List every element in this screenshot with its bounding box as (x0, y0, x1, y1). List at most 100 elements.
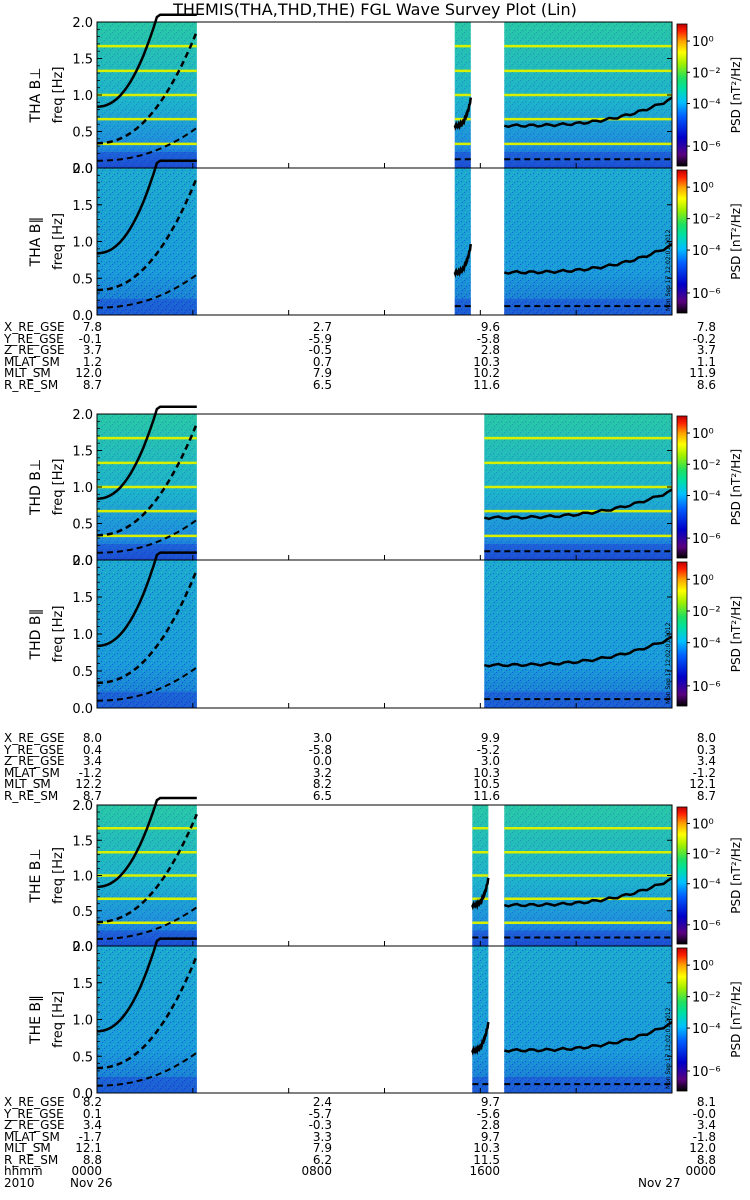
ephem-value: 1.1 (696, 354, 716, 369)
fco-curve (97, 126, 198, 162)
fce-curve (96, 551, 197, 648)
colorbar-label: PSD [nT²/Hz] (729, 981, 743, 1057)
colorbar-tick-label: 10⁻⁴ (692, 98, 721, 113)
ephem-value: 3.4 (82, 754, 102, 768)
ephem-value: 8.7 (696, 788, 716, 803)
fce-curve (471, 1021, 490, 1056)
ephem-value: -1.2 (692, 765, 716, 780)
ephem-label: MLT_SM (4, 1141, 51, 1155)
y-tick-label: 0.0 (72, 309, 93, 324)
y-tick-label: 0.0 (72, 554, 93, 569)
y-tick-label: 2.0 (72, 408, 93, 423)
ephem-value: 12.0 (75, 366, 102, 380)
ephem-label: MLAT_SM (4, 354, 60, 369)
ephem-value: 0000 (71, 1164, 102, 1178)
ephem-value: 11.5 (473, 1152, 500, 1167)
y-tick-label: 1.5 (72, 977, 93, 992)
panel-the-bpar: 0.0 0.5 1.0 1.5 2.0 THE B∥ freq [Hz] 10⁰ 10⁻² 10⁻… (28, 937, 743, 1102)
ephem-value: 10.3 (473, 354, 500, 369)
colorbar-tick-label: 10⁻⁴ (692, 490, 721, 505)
ephem-value: 7.9 (312, 366, 332, 380)
fce-curve (453, 243, 473, 278)
y-tick-label: 2.0 (72, 16, 93, 31)
fce-curve (503, 243, 673, 275)
ephem-value: -0.1 (78, 331, 102, 346)
ephem-value: 3.4 (696, 1118, 716, 1132)
colorbar-tick-label: 10⁻² (692, 605, 721, 620)
fce-curve (96, 937, 197, 1033)
colorbar (676, 23, 688, 167)
fco-curve (97, 666, 198, 702)
panel-label: THE B∥ (28, 995, 44, 1045)
ephem-value: 2.4 (312, 1095, 332, 1109)
y-axis-label: freq [Hz] (51, 213, 66, 270)
ephem-value: 9.6 (480, 320, 500, 334)
ephem-value: 12.2 (75, 777, 102, 791)
fco-curve (97, 273, 198, 309)
ephem-value: 0.1 (82, 1106, 102, 1121)
low-freq-band (97, 151, 197, 168)
ephem-value: -5.7 (308, 1106, 332, 1121)
ephem-value: 12.0 (689, 1141, 716, 1155)
y-tick-label: 1.0 (72, 628, 93, 643)
ephem-label: X_RE_GSE (4, 320, 65, 334)
ephem-value: 3.0 (312, 731, 332, 745)
low-freq-band (454, 151, 471, 168)
y-tick-label: 0.0 (72, 1087, 93, 1102)
ephem-value: 10.3 (473, 1141, 500, 1155)
y-tick-label: 2.0 (72, 799, 93, 814)
ephem-label: Y_RE_GSE (4, 331, 64, 346)
y-tick-label: 1.5 (72, 53, 93, 68)
y-tick-label: 0.5 (72, 665, 93, 680)
ephem-label: R_RE_SM (4, 788, 59, 803)
data-texture (484, 560, 672, 708)
colorbar (676, 947, 688, 1092)
ephem-label: MLT_SM (4, 777, 51, 791)
colorbar (676, 169, 688, 314)
fce-curve (484, 488, 673, 521)
colorbar-tick-label: 10⁰ (692, 181, 714, 196)
spectrogram-panels: 0.0 0.5 1.0 1.5 2.0 THA B⊥ freq [Hz] 10⁰ 10⁻² 10⁻… (28, 13, 743, 1102)
colorbar-tick-label: 10⁻⁶ (692, 1065, 721, 1080)
end-date-label: Nov 27 (638, 1175, 681, 1190)
year-label: 2010 (4, 1175, 35, 1190)
y-tick-label: 0.0 (72, 162, 93, 177)
fce-curve (96, 13, 197, 108)
panel-the-bperp: 0.0 0.5 1.0 1.5 2.0 THE B⊥ freq [Hz] 10⁰ 10⁻² 10⁻… (28, 796, 743, 955)
low-freq-band (454, 298, 471, 315)
y-tick-label: 1.0 (72, 236, 93, 251)
fce-curve (483, 635, 673, 668)
panel-label: THD B∥ (28, 609, 44, 661)
ephem-value: 3.4 (82, 1118, 102, 1132)
low-freq-band (472, 930, 489, 946)
colorbar-tick-label: 10⁰ (692, 817, 714, 832)
fce-curve (503, 1021, 673, 1053)
low-freq-band (472, 1076, 489, 1093)
panel-label: THA B⊥ (28, 68, 44, 124)
ephem-value: -0.3 (308, 1118, 332, 1132)
y-axis-label: freq [Hz] (51, 67, 66, 124)
ephem-value: 1600 (469, 1164, 500, 1178)
ephem-value: 10.3 (473, 765, 500, 780)
ephem-value: 8.1 (696, 1095, 716, 1109)
ephem-value: 9.7 (480, 1129, 500, 1144)
ephem-value: 9.7 (480, 1095, 500, 1109)
timestamp-stamp: Mon Sep 17 12:02:01 2012 (665, 1007, 672, 1089)
timestamp-stamp: Mon Sep 17 12:02:01 2012 (665, 229, 672, 311)
y-tick-label: 0.5 (72, 1050, 93, 1065)
low-freq-band (97, 930, 197, 946)
ephem-label: X_RE_GSE (4, 1095, 65, 1109)
ephem-value: 8.2 (312, 777, 332, 791)
colorbar (676, 806, 688, 945)
panel-tha-bpar: 0.0 0.5 1.0 1.5 2.0 THA B∥ freq [Hz] 10⁰ 10⁻² 10⁻… (28, 159, 743, 324)
ephem-value: -0.5 (308, 343, 332, 357)
panel-label: THA B∥ (28, 217, 44, 268)
page-title: THEMIS(THA,THD,THE) FGL Wave Survey Plot… (173, 0, 577, 19)
colorbar-tick-label: 10⁻² (692, 66, 721, 81)
ephem-value: 0800 (301, 1164, 332, 1178)
ephem-value: 8.0 (82, 731, 102, 745)
ephem-value: 8.7 (82, 377, 102, 392)
ephem-label: Y_RE_GSE (4, 1106, 64, 1121)
y-tick-label: 0.0 (72, 702, 93, 717)
